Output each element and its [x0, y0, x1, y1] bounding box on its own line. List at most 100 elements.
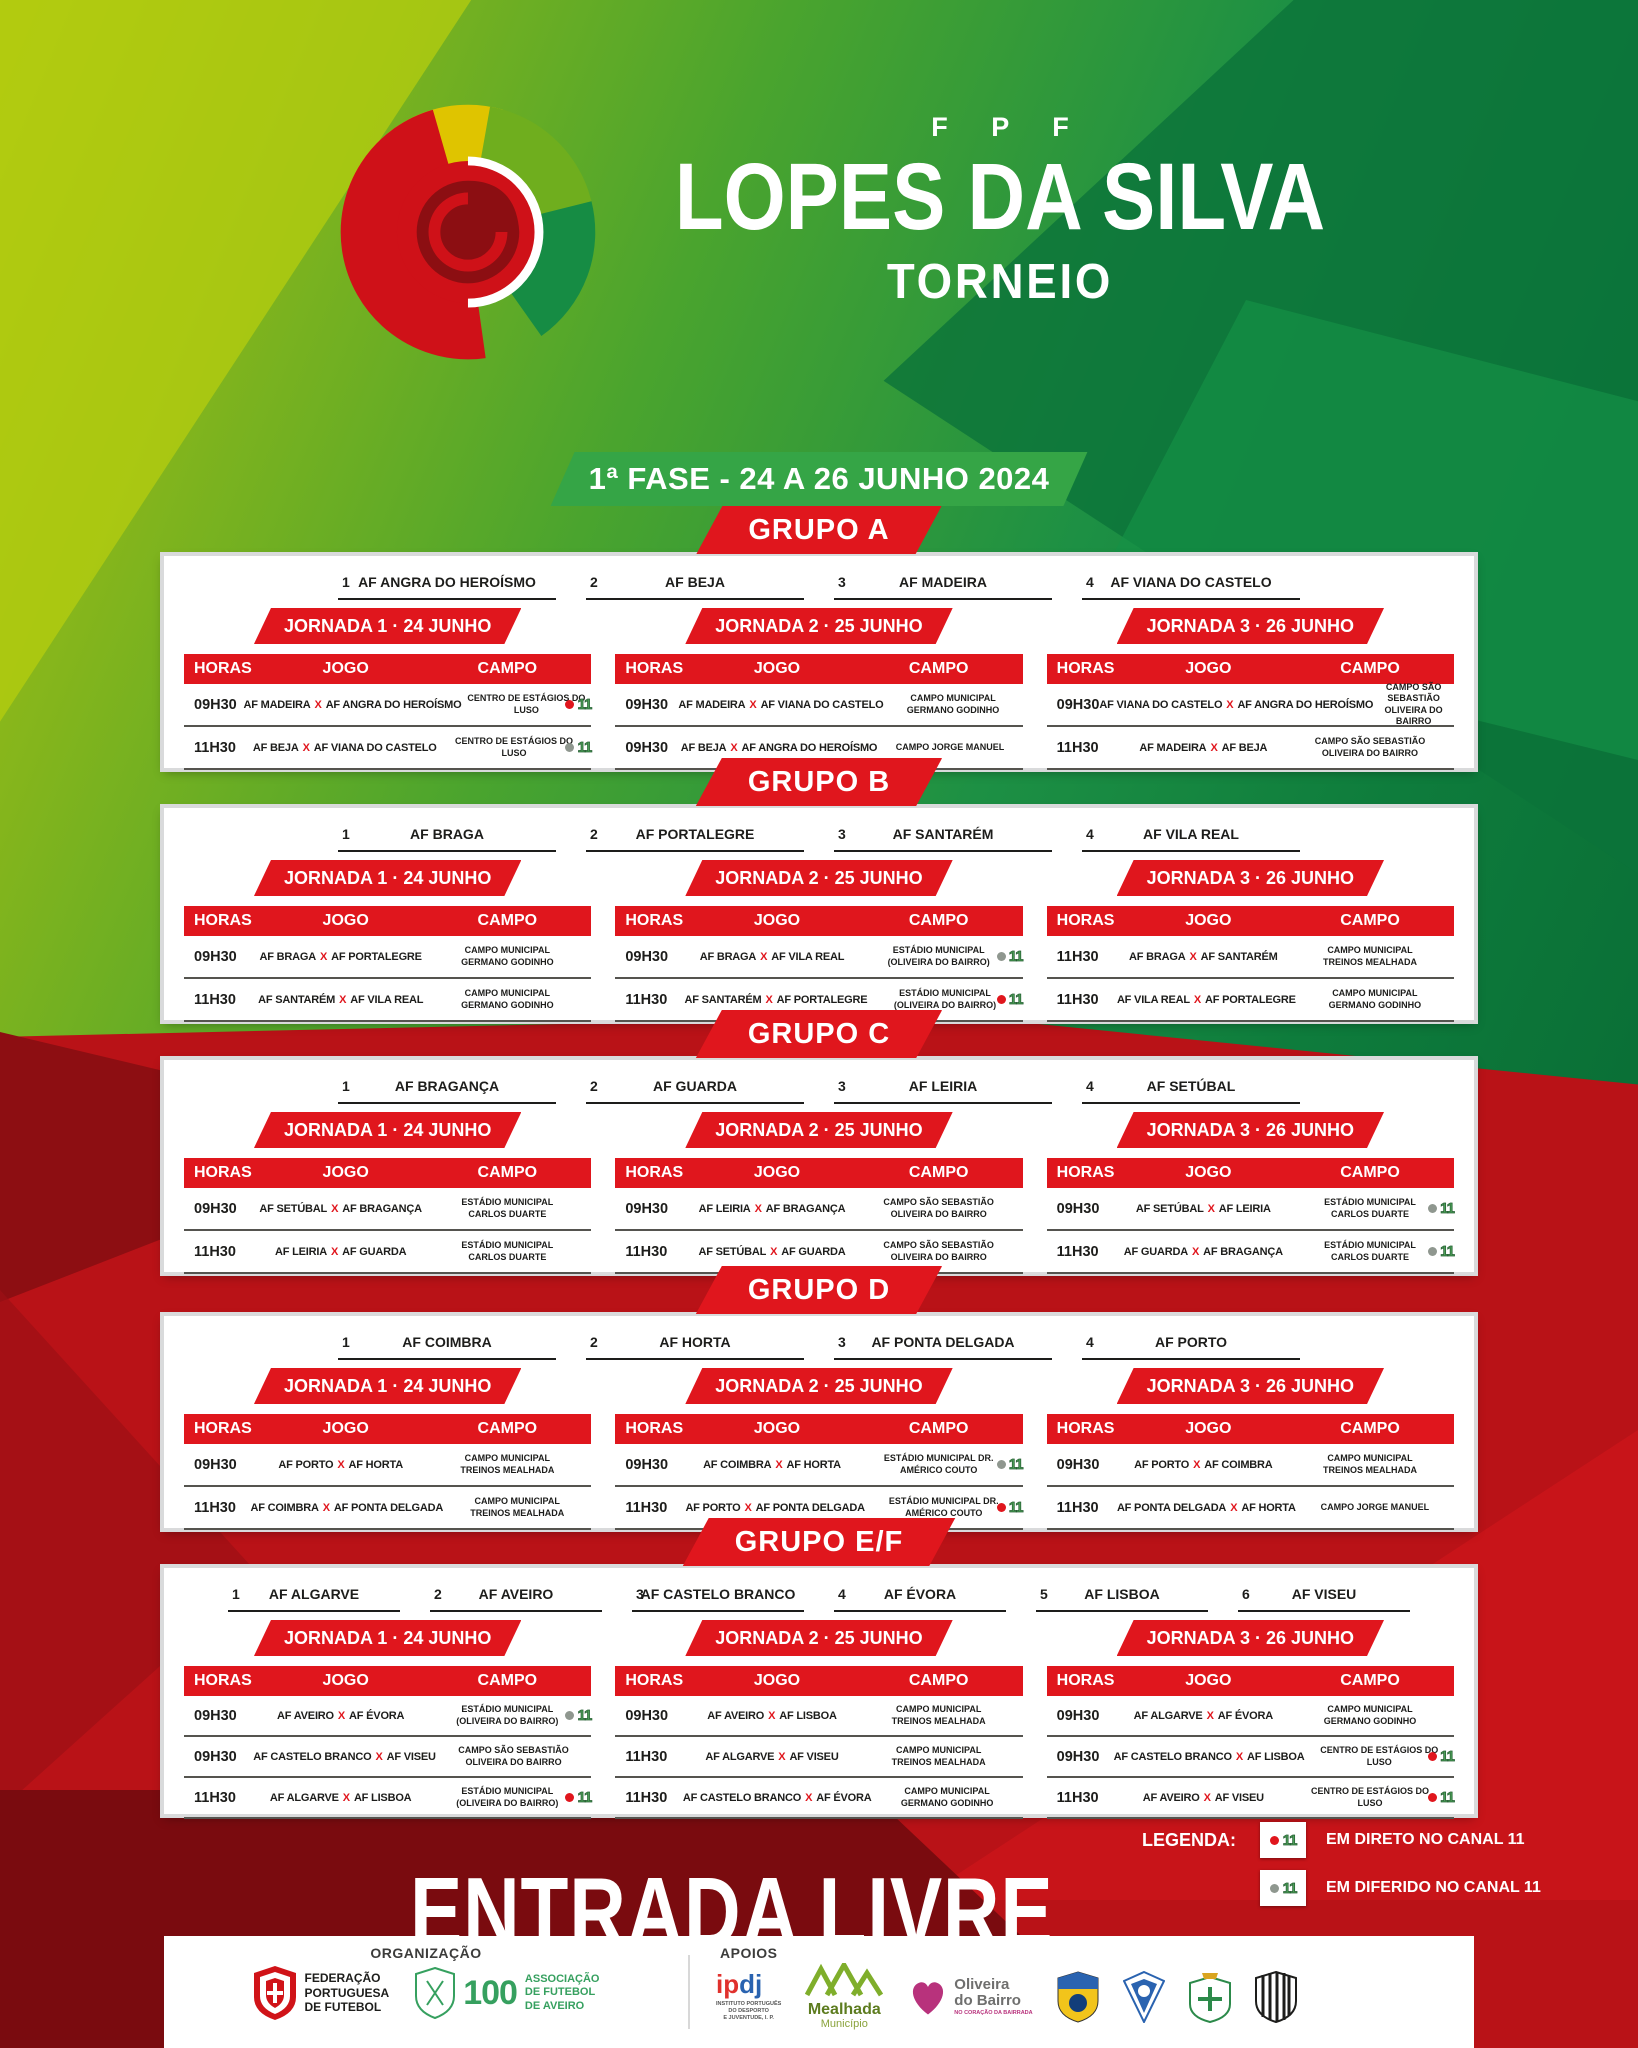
versus-mark: X [760, 950, 768, 963]
match-venue: ESTÁDIO MUNICIPAL CARLOS DUARTE 11 [1286, 1240, 1455, 1263]
home-team: AF SETÚBAL [259, 1202, 328, 1215]
match-venue: CENTRO DE ESTÁGIOS DO LUSO 11 [437, 736, 593, 759]
match-time: 09H30 [625, 948, 669, 965]
away-team: AF VILA REAL [350, 993, 424, 1006]
away-team: AF VILA REAL [771, 950, 845, 963]
jornadas-row: JORNADA 1 · 24 JUNHO HORAS JOGO CAMPO 09H30 A… [184, 1112, 1455, 1274]
versus-mark: X [339, 993, 347, 1006]
heart-icon [913, 1981, 944, 2014]
group-teams: 1 AF ALGARVE 2 AF AVEIRO 3 AF CASTELO BRANCO 4… [164, 1568, 1474, 1612]
tournament-subtitle: TORNEIO [886, 254, 1114, 309]
team-name: AF LEIRIA [908, 1078, 978, 1094]
match-venue: CAMPO MUNICIPAL GERMANO GODINHO [1286, 1704, 1454, 1727]
away-team: AF VIANA DO CASTELO [313, 741, 437, 754]
team-name: AF SETÚBAL [1146, 1078, 1236, 1094]
team-entry: 4 AF SETÚBAL [1082, 1076, 1300, 1104]
home-team: AF PORTO [1134, 1458, 1190, 1471]
versus-mark: X [1206, 1709, 1214, 1722]
canal11-icon: 11 [1440, 1748, 1456, 1766]
away-team: AF ÉVORA [816, 1791, 872, 1804]
match-teams: AF AVEIRO X AF VISEU [1121, 1792, 1286, 1804]
jogo-header: JOGO [322, 912, 369, 929]
match-row: 09H30 AF VIANA DO CASTELO X AF ANGRA DO HER… [1046, 682, 1454, 727]
jornada-banner: JORNADA 2 · 25 JUNHO [685, 1368, 952, 1404]
team-entry: 5 AF LISBOA [1036, 1584, 1208, 1612]
home-team: AF PORTO [278, 1458, 334, 1471]
team-entry: 1 AF BRAGANÇA [338, 1076, 556, 1104]
venue-name: CAMPO MUNICIPAL GERMANO GODINHO [461, 945, 554, 967]
venue-name: CAMPO SÃO SEBASTIÃO OLIVEIRA DO BAIRRO [883, 1240, 994, 1262]
team-number: 1 [342, 574, 350, 590]
team-number: 4 [1086, 574, 1094, 590]
match-row: 11H30 AF CASTELO BRANCO X AF ÉVORA CAMPO MUN… [615, 1778, 1023, 1819]
versus-mark: X [770, 1245, 778, 1258]
match-row: 11H30 AF LEIRIA X AF GUARDA ESTÁDIO MUNICIPA… [184, 1231, 592, 1274]
match-row: 11H30 AF BRAGA X AF SANTARÉM CAMPO MUNICIPAL… [1046, 936, 1454, 979]
campo-header: CAMPO [908, 1672, 969, 1689]
table-header: HORAS JOGO CAMPO [184, 1158, 592, 1188]
match-time: 09H30 [194, 1707, 237, 1724]
match-time: 09H30 [625, 1200, 669, 1217]
match-teams: AF BRAGA X AF PORTALEGRE [258, 951, 423, 963]
jornadas-row: JORNADA 1 · 24 JUNHO HORAS JOGO CAMPO 09H30 A… [184, 608, 1454, 770]
canal11-icon: 11 [577, 1789, 593, 1807]
match-row: 09H30 AF COIMBRA X AF HORTA ESTÁDIO MUNICIPA… [615, 1444, 1024, 1487]
team-number: 2 [434, 1586, 442, 1602]
fpf-crest-icon [253, 1966, 296, 2020]
horas-header: HORAS [1056, 1420, 1115, 1437]
match-time: 09H30 [1056, 1200, 1100, 1217]
team-name: AF SANTARÉM [892, 826, 994, 842]
versus-mark: X [1203, 1791, 1211, 1804]
match-venue: CAMPO SÃO SEBASTIÃO OLIVEIRA DO BAIRRO [855, 1240, 1023, 1263]
team-name: AF HORTA [659, 1334, 731, 1350]
table-header: HORAS JOGO CAMPO [184, 1666, 592, 1696]
canal11-badge: 11 [996, 1499, 1024, 1516]
home-team: AF BEJA [252, 741, 299, 754]
match-venue: CENTRO DE ESTÁGIOS DO LUSO 11 [1304, 1745, 1456, 1768]
home-team: AF LEIRIA [698, 1202, 751, 1215]
away-team: AF HORTA [348, 1458, 404, 1471]
match-venue: CAMPO MUNICIPAL GERMANO GODINHO [872, 1786, 1023, 1809]
home-team: AF AVEIRO [1142, 1791, 1200, 1804]
jornada-column: JORNADA 2 · 25 JUNHO HORAS JOGO CAMPO 09H30 A… [615, 608, 1023, 770]
group-banner: GRUPO C [696, 1010, 942, 1058]
campo-header: CAMPO [477, 1420, 538, 1437]
canal11-icon: 11 [577, 1707, 593, 1725]
table-header: HORAS JOGO CAMPO [1046, 654, 1454, 684]
match-time: 11H30 [194, 991, 236, 1008]
afa-line: ASSOCIAÇÃO [524, 1973, 600, 1986]
venue-name: CAMPO MUNICIPAL TREINOS MEALHADA [1322, 945, 1417, 967]
jornada-banner: JORNADA 1 · 24 JUNHO [254, 1620, 521, 1656]
mealhada-sub: Município [820, 2018, 868, 2030]
canal11-icon: 11 [1440, 1789, 1456, 1807]
match-teams: AF LEIRIA X AF BRAGANÇA [689, 1203, 854, 1215]
away-team: AF LISBOA [779, 1709, 837, 1722]
team-name: AF BEJA [665, 574, 725, 590]
team-number: 2 [590, 574, 598, 590]
versus-mark: X [749, 698, 757, 711]
jornada-banner: JORNADA 2 · 25 JUNHO [685, 860, 952, 896]
deferred-dot-icon [1428, 1247, 1438, 1256]
ipdj-line: DO DESPORTO [728, 2007, 769, 2014]
home-team: AF PONTA DELGADA [1116, 1501, 1227, 1514]
team-name: AF ALGARVE [268, 1586, 360, 1602]
away-team: AF LISBOA [353, 1791, 412, 1804]
home-team: AF MADEIRA [243, 698, 311, 711]
match-row: 11H30 AF ALGARVE X AF LISBOA ESTÁDIO MUNICIP… [184, 1778, 593, 1819]
venue-name: ESTÁDIO MUNICIPAL (OLIVEIRA DO BAIRRO) [887, 945, 990, 967]
match-row: 09H30 AF BRAGA X AF PORTALEGRE CAMPO MUNICIP… [184, 936, 592, 979]
live-dot-icon [1269, 1835, 1279, 1845]
versus-mark: X [1193, 1458, 1201, 1471]
legend-deferred-badge: 11 [1260, 1870, 1306, 1906]
match-teams: AF BEJA X AF VIANA DO CASTELO [253, 742, 437, 754]
match-venue: CAMPO MUNICIPAL GERMANO GODINHO [1296, 988, 1454, 1011]
jornada-banner: JORNADA 3 · 26 JUNHO [1117, 608, 1384, 644]
afa-line: DE FUTEBOL [524, 1986, 596, 1999]
jornada-banner: JORNADA 3 · 26 JUNHO [1117, 1620, 1384, 1656]
table-header: HORAS JOGO CAMPO [615, 906, 1023, 936]
team-entry: 2 AF AVEIRO [430, 1584, 602, 1612]
match-time: 09H30 [194, 1200, 237, 1217]
team-name: AF ÉVORA [883, 1586, 957, 1602]
match-row: 09H30 AF MADEIRA X AF ANGRA DO HEROÍSMO CENT… [184, 684, 593, 727]
versus-mark: X [1230, 1501, 1238, 1514]
